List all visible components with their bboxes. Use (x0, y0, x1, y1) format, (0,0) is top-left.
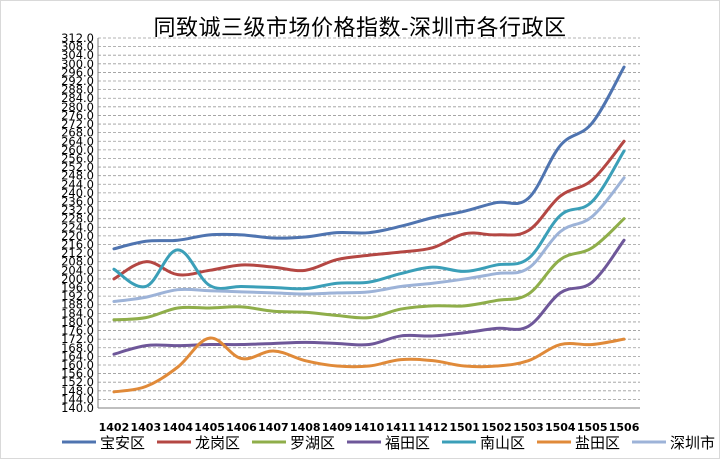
y-tick-label: 276.0 (61, 108, 94, 122)
series-lines (112, 65, 626, 394)
legend-label: 福田区 (385, 434, 430, 452)
y-tick-label: 192.0 (61, 289, 94, 303)
x-tick-label: 1403 (131, 421, 162, 434)
y-tick-label: 240.0 (61, 186, 94, 200)
legend-label: 罗湖区 (290, 434, 335, 452)
series-line-5 (112, 149, 626, 291)
y-tick-label: 304.0 (61, 48, 94, 62)
y-tick-label: 208.0 (61, 255, 94, 269)
y-tick-label: 312.0 (61, 31, 94, 45)
y-tick-label: 272.0 (61, 117, 94, 131)
y-tick-label: 184.0 (61, 306, 94, 320)
legend: 宝安区 龙岗区 罗湖区 福田区 南山区 盐田区 深圳市 (62, 434, 715, 452)
x-tick-label: 1410 (354, 421, 385, 434)
chart-title: 同致诚三级市场价格指数-深圳市各行政区 (153, 16, 567, 41)
y-tick-label: 256.0 (61, 151, 94, 165)
y-tick-label: 284.0 (61, 91, 94, 105)
y-tick-label: 156.0 (61, 367, 94, 381)
series-line-3 (112, 217, 626, 322)
legend-label: 宝安区 (100, 434, 145, 452)
y-tick-label: 220.0 (61, 229, 94, 243)
x-tick-label: 1502 (481, 421, 512, 434)
x-tick-label: 1409 (322, 421, 353, 434)
x-tick-label: 1412 (417, 421, 448, 434)
y-tick-label: 236.0 (61, 194, 94, 208)
x-tick-label: 1408 (290, 421, 321, 434)
x-tick-label: 1506 (609, 421, 640, 434)
y-tick-label: 152.0 (61, 375, 94, 389)
y-tick-label: 204.0 (61, 263, 94, 277)
y-tick-label: 144.0 (61, 392, 94, 406)
y-tick-label: 200.0 (61, 272, 94, 286)
y-tick-label: 160.0 (61, 358, 94, 372)
legend-label: 盐田区 (575, 434, 620, 452)
y-tick-label: 244.0 (61, 177, 94, 191)
y-tick-label: 264.0 (61, 134, 94, 148)
y-tick-label: 288.0 (61, 83, 94, 97)
series-line-4 (112, 238, 626, 356)
y-tick-label: 228.0 (61, 212, 94, 226)
y-tick-label: 196.0 (61, 281, 94, 295)
y-tick-label: 248.0 (61, 169, 94, 183)
y-tick-label: 168.0 (61, 341, 94, 355)
axes (97, 38, 640, 409)
series-line-1 (112, 65, 626, 251)
x-tick-label: 1505 (577, 421, 608, 434)
legend-label: 南山区 (480, 434, 525, 452)
x-tick-label: 1406 (226, 421, 257, 434)
y-tick-label: 180.0 (61, 315, 94, 329)
y-tick-label: 176.0 (61, 324, 94, 338)
y-tick-label: 232.0 (61, 203, 94, 217)
series-line-2 (112, 139, 626, 281)
x-tick-label: 1503 (513, 421, 544, 434)
legend-label: 深圳市 (670, 434, 715, 452)
x-tick-label: 1402 (99, 421, 130, 434)
y-tick-label: 188.0 (61, 298, 94, 312)
y-tick-label: 296.0 (61, 65, 94, 79)
x-tick-label: 1504 (545, 421, 576, 434)
y-tick-label: 280.0 (61, 100, 94, 114)
y-tick-label: 252.0 (61, 160, 94, 174)
x-tick-label: 1405 (194, 421, 225, 434)
y-tick-label: 224.0 (61, 220, 94, 234)
series-line-6 (112, 336, 626, 394)
y-tick-label: 260.0 (61, 143, 94, 157)
y-tick-labels: 140.0144.0148.0152.0156.0160.0164.0168.0… (61, 31, 94, 415)
series-line-7 (112, 176, 626, 304)
y-tick-label: 172.0 (61, 332, 94, 346)
x-tick-label: 1501 (449, 421, 480, 434)
y-tick-label: 148.0 (61, 384, 94, 398)
y-tick-label: 216.0 (61, 238, 94, 252)
y-tick-label: 212.0 (61, 246, 94, 260)
x-tick-label: 1411 (386, 421, 417, 434)
x-tick-label: 1404 (162, 421, 193, 434)
y-tick-label: 140.0 (61, 401, 94, 415)
y-tick-label: 164.0 (61, 349, 94, 363)
x-tick-labels: 1402 1403 1404 1405 1406 1407 1408 1409 1410 1411… (99, 421, 640, 434)
y-tick-label: 308.0 (61, 40, 94, 54)
y-tick-label: 268.0 (61, 126, 94, 140)
y-tick-label: 292.0 (61, 74, 94, 88)
y-tick-label: 300.0 (61, 57, 94, 71)
x-tick-label: 1407 (258, 421, 289, 434)
legend-label: 龙岗区 (195, 434, 240, 452)
